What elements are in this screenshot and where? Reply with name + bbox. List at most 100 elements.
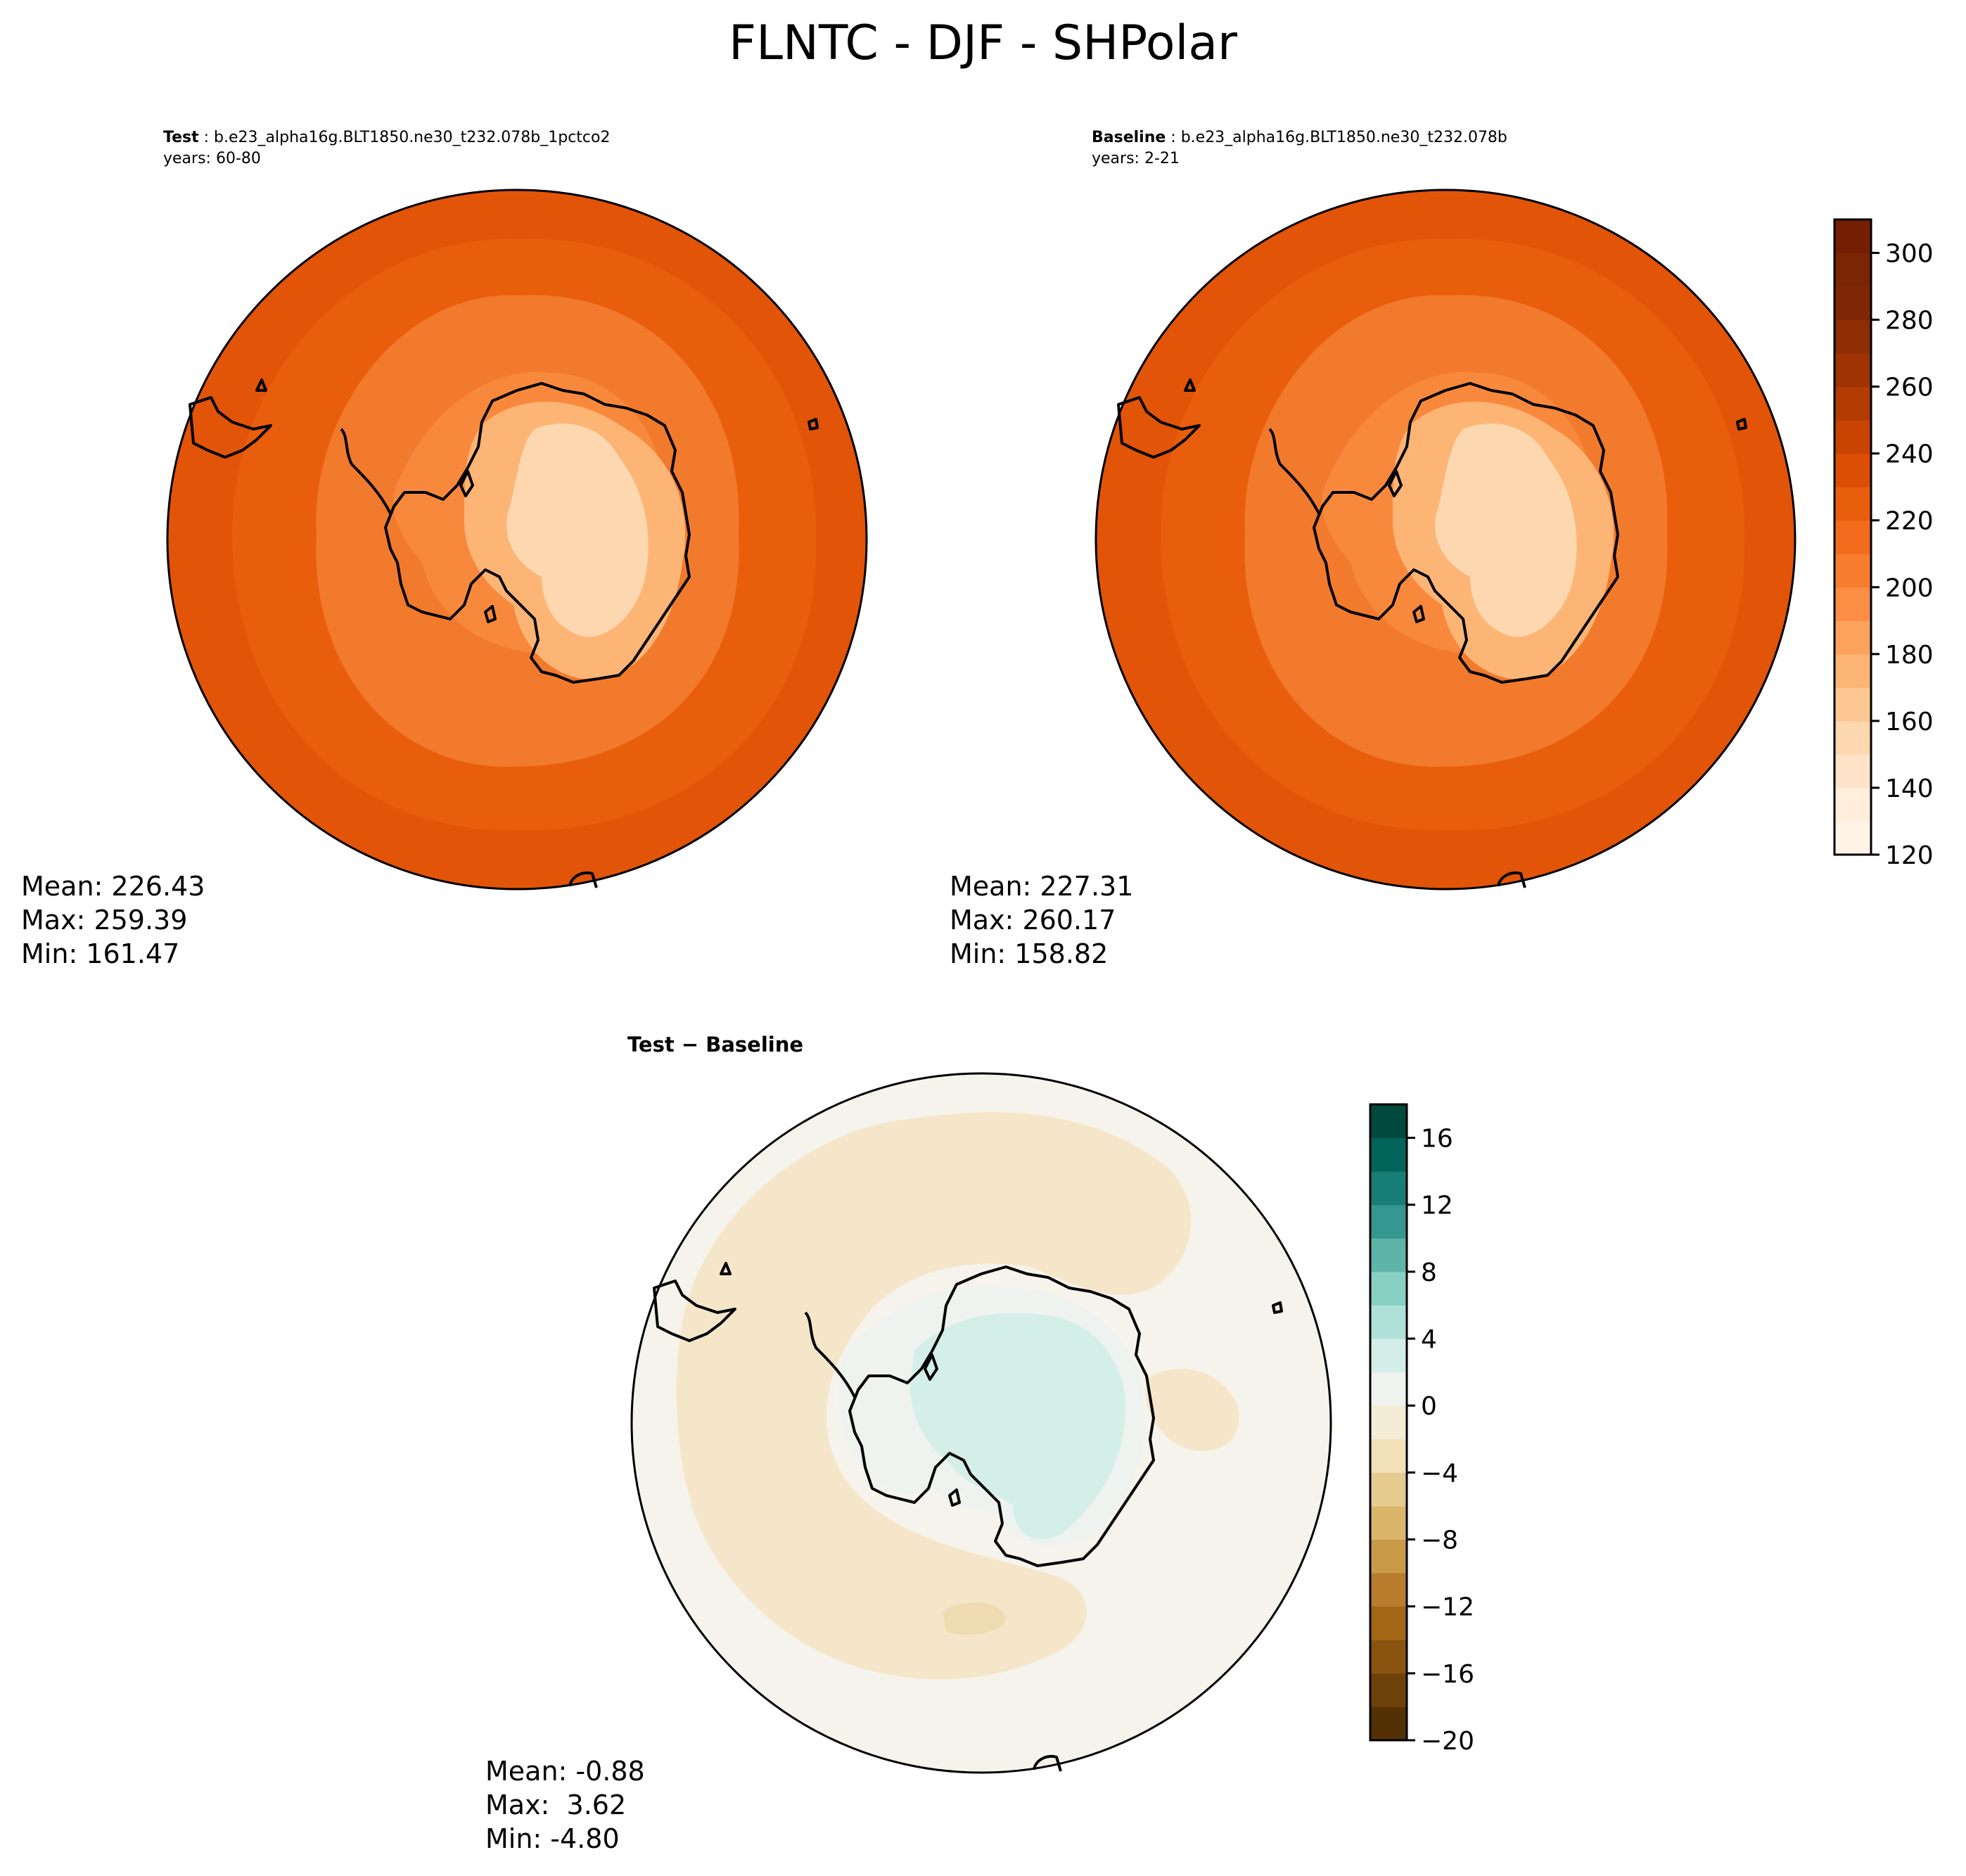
test-years: years: 60-80 [163, 150, 261, 167]
abs-colorbar-segment [1834, 821, 1871, 855]
abs-colorbar-segment [1834, 219, 1871, 254]
test-island-coast [808, 418, 819, 430]
diff-colorbar-segment [1370, 1305, 1407, 1339]
diff-stats: Mean: -0.88 Max: 3.62 Min: -4.80 [485, 1754, 645, 1856]
diff-colorbar-tick-label: −8 [1421, 1526, 1458, 1555]
test-stats: Mean: 226.43 Max: 259.39 Min: 161.47 [21, 869, 205, 971]
diff-colorbar-segment [1370, 1271, 1407, 1306]
diff-island-coast [720, 1262, 732, 1275]
abs-colorbar-tick-label: 120 [1885, 841, 1934, 870]
diff-colorbar-segment [1370, 1137, 1407, 1172]
diff-colorbar-tick-label: −4 [1421, 1459, 1458, 1488]
abs-colorbar-segment [1834, 687, 1871, 722]
test-map [166, 189, 868, 891]
baseline-map-boundary [1094, 189, 1796, 891]
baseline-map [1094, 189, 1796, 891]
diff-colorbar-segment [1370, 1238, 1407, 1272]
diff-ice-shelf-coast [924, 1353, 938, 1381]
abs-colorbar-segment [1834, 253, 1871, 287]
abs-colorbar-segment [1834, 520, 1871, 554]
abs-colorbar-segment [1834, 487, 1871, 521]
test-antarctica-coast [384, 382, 691, 684]
baseline-peninsula-coast [1268, 428, 1320, 514]
diff-map-boundary [630, 1072, 1332, 1774]
abs-colorbar-segment [1834, 787, 1871, 822]
diff-colorbar-segment [1370, 1405, 1407, 1440]
diff-negative-field [1145, 1368, 1239, 1451]
diff-colorbar: −20 −16 −12 −8 −4 0 4 8 12 16 [1369, 1103, 1474, 1756]
diff-colorbar-tick-label: 0 [1421, 1392, 1437, 1421]
baseline-ice-shelf-coast [1412, 605, 1425, 623]
test-ice-shelf-coast [484, 605, 497, 623]
abs-colorbar-tick-label: 260 [1885, 374, 1934, 402]
test-island-coast [255, 378, 267, 392]
abs-colorbar: 120 140 160 180 200 220 240 260 280 300 [1833, 218, 1934, 870]
diff-colorbar-frame [1369, 1103, 1408, 1742]
abs-colorbar-segment [1834, 653, 1871, 688]
test-australia-coast [568, 872, 598, 888]
diff-colorbar-tick-label: −20 [1421, 1727, 1474, 1756]
baseline-mean: Mean: 227.31 [950, 871, 1134, 902]
diff-ice-shelf-coast [948, 1488, 961, 1507]
abs-colorbar-segment [1834, 286, 1871, 321]
diff-panel-title: Test − Baseline [627, 1033, 804, 1057]
diff-colorbar-segment [1370, 1673, 1407, 1707]
test-south-america-coast [189, 396, 272, 459]
diff-australia-coast [1033, 1755, 1062, 1772]
diff-colorbar-tick-label: −16 [1421, 1660, 1474, 1689]
diff-colorbar-segment [1370, 1204, 1407, 1239]
diff-colorbar-segment [1370, 1472, 1407, 1507]
diff-max: Max: 3.62 [485, 1789, 627, 1820]
abs-colorbar-tick-label: 280 [1885, 307, 1934, 336]
abs-colorbar-segment [1834, 720, 1871, 755]
baseline-south-america-coast [1117, 396, 1201, 459]
diff-colorbar-segment [1370, 1104, 1407, 1139]
diff-colorbar-segment [1370, 1171, 1407, 1206]
abs-colorbar-tick-label: 220 [1885, 507, 1934, 536]
baseline-ice-shelf-coast [1388, 470, 1403, 497]
figure-title: FLNTC - DJF - SHPolar [729, 15, 1237, 71]
diff-colorbar-segment [1370, 1539, 1407, 1574]
diff-colorbar-segment [1370, 1339, 1407, 1373]
diff-colorbar-tick-label: 16 [1421, 1125, 1453, 1154]
test-label: Test [163, 129, 199, 146]
diff-antarctica-coast [848, 1265, 1155, 1567]
diff-island-coast [1272, 1301, 1283, 1314]
baseline-label: Baseline [1092, 129, 1166, 146]
abs-colorbar-segment [1834, 453, 1871, 487]
diff-colorbar-tick-label: −12 [1421, 1593, 1474, 1622]
abs-colorbar-segment [1834, 386, 1871, 421]
baseline-case: : b.e23_alpha16g.BLT1850.ne30_t232.078b [1166, 129, 1507, 146]
baseline-stats: Mean: 227.31 Max: 260.17 Min: 158.82 [950, 869, 1133, 971]
diff-colorbar-tick-label: 8 [1421, 1258, 1437, 1287]
diff-colorbar-segment [1370, 1606, 1407, 1640]
test-max: Max: 259.39 [21, 905, 188, 936]
baseline-antarctica-coast [1313, 382, 1619, 684]
test-plateau-field [506, 423, 649, 637]
baseline-australia-coast [1497, 872, 1526, 888]
test-map-boundary [166, 189, 868, 891]
diff-colorbar-segment [1370, 1505, 1407, 1540]
diff-colorbar-tick-label: 12 [1421, 1192, 1453, 1220]
baseline-plateau-field [1435, 423, 1577, 637]
abs-colorbar-segment [1834, 420, 1871, 454]
diff-mean: Mean: -0.88 [485, 1756, 645, 1787]
diff-positive-field [910, 1313, 1125, 1539]
diff-peninsula-coast [804, 1311, 856, 1398]
abs-colorbar-tick-label: 240 [1885, 440, 1934, 469]
diff-map [630, 1072, 1332, 1774]
baseline-max: Max: 260.17 [950, 905, 1116, 936]
abs-colorbar-segment [1834, 754, 1871, 789]
abs-colorbar-tick-label: 140 [1885, 774, 1934, 803]
diff-min: Min: -4.80 [485, 1823, 620, 1854]
diff-colorbar-segment [1370, 1640, 1407, 1674]
diff-negative-field [943, 1602, 1006, 1635]
abs-colorbar-frame [1833, 218, 1872, 856]
test-mean: Mean: 226.43 [21, 871, 205, 902]
test-ice-shelf-coast [459, 470, 474, 497]
abs-colorbar-tick-label: 200 [1885, 574, 1934, 603]
test-peninsula-coast [340, 428, 392, 514]
abs-colorbar-segment [1834, 319, 1871, 354]
abs-colorbar-segment [1834, 620, 1871, 655]
